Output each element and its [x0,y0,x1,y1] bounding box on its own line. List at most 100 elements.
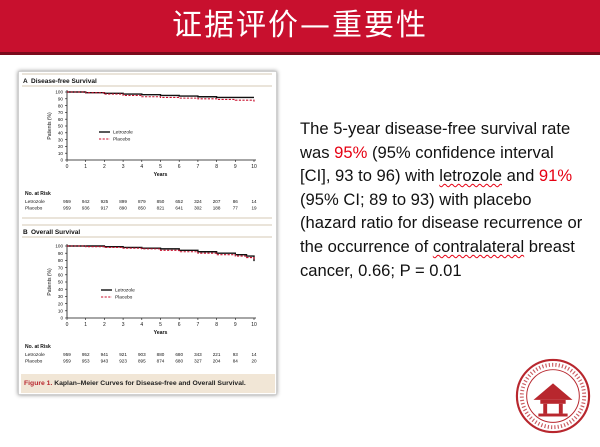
panel-b-y-tick-label: 40 [58,287,64,292]
panel-a-risk-value: 302 [194,206,202,211]
panel-b-x-axis-label: Years [154,330,168,336]
panel-a-risk-value: 917 [101,206,109,211]
panel-b-y-tick-label: 50 [58,280,64,285]
panel-a-y-tick-label: 80 [58,103,64,108]
panel-a-x-axis-label: Years [154,172,168,178]
panel-b-risk-value: 923 [119,359,127,364]
panel-a-legend-label-placebo: Placebo [113,137,131,143]
panel-b-x-tick-label: 1 [84,322,87,328]
title-underline [0,52,600,55]
panel-b-legend-label-letrozole: Letrozole [115,288,135,294]
panel-b-risk-value: 941 [101,352,109,357]
panel-b-risk-row-label: Letrozole [25,352,45,358]
panel-b-risk-header: No. at Risk [25,344,51,350]
panel-a-risk-value: 324 [194,199,202,204]
panel-a-x-tick-label: 9 [234,164,237,170]
panel-a-legend-label-letrozole: Letrozole [113,130,133,136]
panel-b-legend-label-placebo: Placebo [115,295,133,301]
summary-text-part-1: The 5-year disease-free survival rate wa… [300,119,571,162]
panel-b-y-tick-label: 10 [58,309,64,314]
panel-a-y-tick-label: 90 [58,97,64,102]
panel-b-risk-value: 903 [138,352,146,357]
panel-b-risk-value: 953 [82,359,90,364]
panel-a-y-tick-label: 70 [58,110,64,115]
panel-a-x-tick-label: 4 [140,164,143,170]
panel-a-x-tick-label: 1 [84,164,87,170]
panel-b-risk-value: 895 [138,359,146,364]
panel-b-y-tick-label: 20 [58,301,64,306]
summary-term-letrozole: letrozole [439,166,502,186]
panel-b-x-tick-label: 8 [215,322,218,328]
panel-a-x-tick-label: 6 [178,164,181,170]
panel-b-risk-value: 84 [233,359,239,364]
panel-a-risk-value: 925 [101,199,109,204]
panel-a-y-tick-label: 40 [58,131,64,136]
panel-a-x-tick-label: 3 [122,164,125,170]
panel-b-x-tick-label: 9 [234,322,237,328]
panel-a-risk-value: 959 [63,206,71,211]
panel-a-y-tick-label: 0 [60,158,63,163]
panel-b-y-tick-label: 90 [58,251,64,256]
panel-a-risk-header: No. at Risk [25,191,51,197]
panel-a-risk-value: 77 [233,206,239,211]
caption-figure-title: Kaplan–Meier Curves for Disease-free and… [54,380,246,387]
panel-a-letter: A [23,78,28,85]
panel-b-risk-row-label: Placebo [25,359,43,365]
figure-caption: Figure 1. Kaplan–Meier Curves for Diseas… [21,374,275,393]
panel-a-risk-value: 207 [213,199,221,204]
summary-text-part-2: (95% confidence interval [CI], 93 to 96)… [300,142,554,186]
panel-b-risk-value: 680 [175,352,183,357]
panel-a-y-tick-label: 100 [55,90,63,95]
panel-b-y-tick-label: 0 [60,316,63,321]
panel-b-risk-value: 680 [175,359,183,364]
panel-a-risk-row-label: Placebo [25,206,43,212]
panel-a-y-tick-label: 30 [58,137,64,142]
panel-b-x-tick-label: 0 [66,322,69,328]
panel-b-curve-letrozole [67,245,255,262]
panel-b-x-tick-label: 10 [251,322,257,328]
panel-a-risk-value: 14 [251,199,257,204]
panel-b-risk-value: 943 [101,359,109,364]
panel-a-x-tick-label: 8 [215,164,218,170]
panel-a-risk-value: 899 [119,199,127,204]
panel-b-risk-value: 221 [213,352,221,357]
hospital-seal-icon [515,358,591,434]
summary-text-part-4: (95% CI; 89 to 93) with placebo (hazard … [300,189,583,256]
km-figure: A Disease-free Survival 0 10 20 30 40 50 60 70 80 9… [18,71,277,395]
panel-a-risk-value: 879 [138,199,146,204]
panel-a-curve-placebo [67,91,255,103]
dfs-placebo-rate: 91% [538,166,573,186]
panel-a-risk-value: 936 [82,206,90,211]
panel-a-risk-value: 641 [175,206,183,211]
panel-b-risk-value: 204 [213,359,221,364]
panel-a-risk-value: 850 [157,199,165,204]
panel-a-x-tick-label: 10 [251,164,257,170]
panel-a-x-tick-label: 5 [159,164,162,170]
panel-b-x-tick-label: 2 [103,322,106,328]
panel-b-y-tick-label: 80 [58,258,64,263]
panel-a-x-tick-label: 0 [66,164,69,170]
km-curves-svg: A Disease-free Survival010203040506070809… [22,73,272,365]
panel-b-risk-value: 20 [251,359,257,364]
panel-b-curve-placebo [67,245,255,260]
panel-b-x-tick-label: 7 [197,322,200,328]
panel-b-risk-value: 959 [63,359,71,364]
summary-text: The 5-year disease-free survival rate wa… [300,117,585,282]
panel-b-risk-value: 959 [63,352,71,357]
summary-text-part-3: and [502,166,539,186]
panel-b-risk-value: 952 [82,352,90,357]
panel-a-y-tick-label: 10 [58,151,64,156]
panel-a-risk-value: 850 [138,206,146,211]
panel-a-x-tick-label: 7 [197,164,200,170]
panel-b-x-tick-label: 5 [159,322,162,328]
panel-a-risk-value: 959 [63,199,71,204]
panel-b-x-tick-label: 6 [178,322,181,328]
panel-b-y-tick-label: 60 [58,273,64,278]
panel-a-x-tick-label: 2 [103,164,106,170]
panel-a-risk-value: 821 [157,206,165,211]
summary-term-contralateral: contralateral [432,236,525,256]
panel-a-risk-row-label: Letrozole [25,199,45,205]
dfs-letrozole-rate: 95% [334,142,368,162]
panel-b-y-tick-label: 100 [55,244,63,249]
slide-title: 证据评价—重要性 [0,0,600,52]
